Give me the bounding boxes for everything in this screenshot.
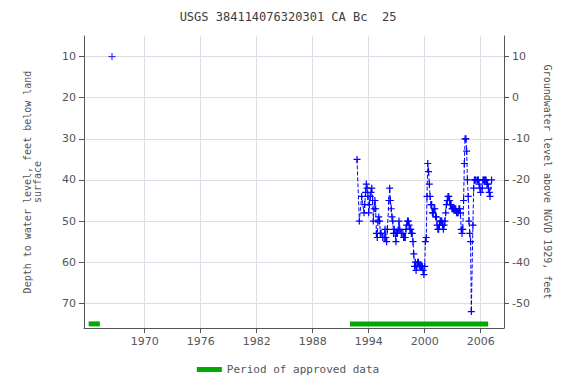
svg-text:-50: -50 xyxy=(512,297,530,310)
svg-text:1994: 1994 xyxy=(355,335,383,348)
svg-text:10: 10 xyxy=(62,50,76,63)
svg-text:surface: surface xyxy=(32,161,43,203)
svg-text:2006: 2006 xyxy=(467,335,495,348)
svg-text:2000: 2000 xyxy=(411,335,439,348)
svg-text:40: 40 xyxy=(62,173,76,186)
svg-text:-20: -20 xyxy=(512,173,530,186)
svg-text:30: 30 xyxy=(62,132,76,145)
svg-text:0: 0 xyxy=(512,91,519,104)
svg-text:-10: -10 xyxy=(512,132,530,145)
svg-text:60: 60 xyxy=(62,256,76,269)
svg-text:10: 10 xyxy=(512,50,526,63)
svg-text:Depth to water level, feet bel: Depth to water level, feet below land xyxy=(21,70,33,294)
svg-text:70: 70 xyxy=(62,297,76,310)
svg-text:USGS 384114076320301 CA Bc 25: USGS 384114076320301 CA Bc 25 xyxy=(180,10,397,24)
svg-text:50: 50 xyxy=(62,215,76,228)
svg-text:-30: -30 xyxy=(512,215,530,228)
svg-text:20: 20 xyxy=(62,91,76,104)
svg-text:-40: -40 xyxy=(512,256,530,269)
svg-text:Period of approved data: Period of approved data xyxy=(227,363,379,376)
svg-text:Groundwater level above NGVD 1: Groundwater level above NGVD 1929, feet xyxy=(542,65,553,300)
svg-text:1982: 1982 xyxy=(243,335,271,348)
svg-text:1988: 1988 xyxy=(299,335,327,348)
svg-text:1970: 1970 xyxy=(131,335,159,348)
svg-text:1976: 1976 xyxy=(187,335,215,348)
